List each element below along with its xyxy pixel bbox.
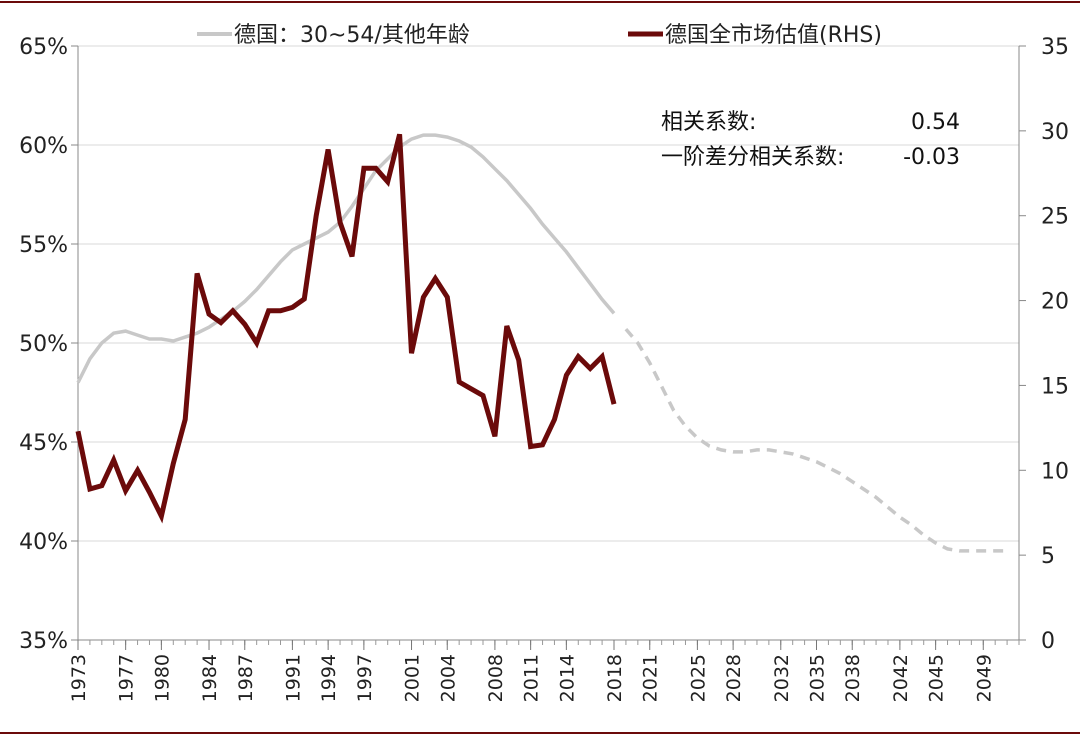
x-tick-label: 2049 [973,654,995,702]
y-right-ticks: 0 5 10 15 20 25 30 35 [1019,35,1069,654]
x-tick-label: 1997 [354,654,376,702]
x-tick-label: 1984 [199,654,221,702]
y-right-tick-label: 0 [1041,629,1055,654]
y-right-tick-label: 20 [1041,290,1069,315]
x-tick-label: 2045 [926,654,948,702]
y-left-tick-label: 60% [19,134,68,159]
y-left-tick-label: 40% [19,530,68,555]
x-tick-label: 1987 [235,654,257,702]
x-tick-label: 2004 [437,654,459,702]
x-ticks: 1973 1977 1980 1984 1987 1991 1994 1997 2001 2004… [68,640,1020,702]
x-tick-label: 1980 [151,654,173,702]
x-tick-label: 2028 [723,654,745,702]
y-left-tick-label: 50% [19,332,68,357]
y-left-tick-label: 35% [19,629,68,654]
x-tick-label: 2018 [604,654,626,702]
y-left-tick-label: 55% [19,233,68,258]
y-left-tick-label: 45% [19,431,68,456]
y-right-tick-label: 5 [1041,544,1055,569]
y-right-tick-label: 10 [1041,459,1069,484]
series-line-0 [76,133,616,384]
y-left-ticks: 35% 40% 45% 50% 55% 60% 65% [19,35,78,654]
x-tick-label: 2011 [521,654,543,702]
x-tick-label: 2008 [485,654,507,702]
x-tick-label: 2042 [890,654,912,702]
legend: 德国：30~54/其他年龄 德国全市场估值(RHS) [197,23,882,48]
series-line-1 [624,327,1008,553]
legend-label-age-ratio: 德国：30~54/其他年龄 [234,23,470,48]
x-tick-label: 1991 [282,654,304,702]
y-right-tick-label: 15 [1041,374,1069,399]
x-tick-label: 2035 [807,654,829,702]
x-tick-label: 2021 [640,654,662,702]
annotation-corr-value: 0.54 [911,110,960,135]
x-tick-label: 2014 [556,654,578,702]
x-tick-label: 2038 [842,654,864,702]
legend-label-valuation: 德国全市场估值(RHS) [665,23,882,48]
y-right-tick-label: 35 [1041,35,1069,60]
series-lines [75,133,1008,553]
x-tick-label: 2025 [687,654,709,702]
x-tick-label: 2032 [771,654,793,702]
y-right-tick-label: 30 [1041,120,1069,145]
annotation-diff-corr-label: 一阶差分相关系数: [661,145,844,170]
y-right-tick-label: 25 [1041,205,1069,230]
x-tick-label: 1977 [116,654,138,702]
correlation-annotation: 相关系数: 0.54 一阶差分相关系数: -0.03 [661,110,960,170]
series-line-2 [75,133,617,524]
gridlines [78,45,1019,542]
x-tick-label: 2001 [402,654,424,702]
annotation-corr-label: 相关系数: [661,110,756,135]
y-left-tick-label: 65% [19,35,68,60]
x-tick-label: 1973 [68,654,90,702]
annotation-diff-corr-value: -0.03 [903,145,960,170]
x-tick-label: 1994 [318,654,340,702]
